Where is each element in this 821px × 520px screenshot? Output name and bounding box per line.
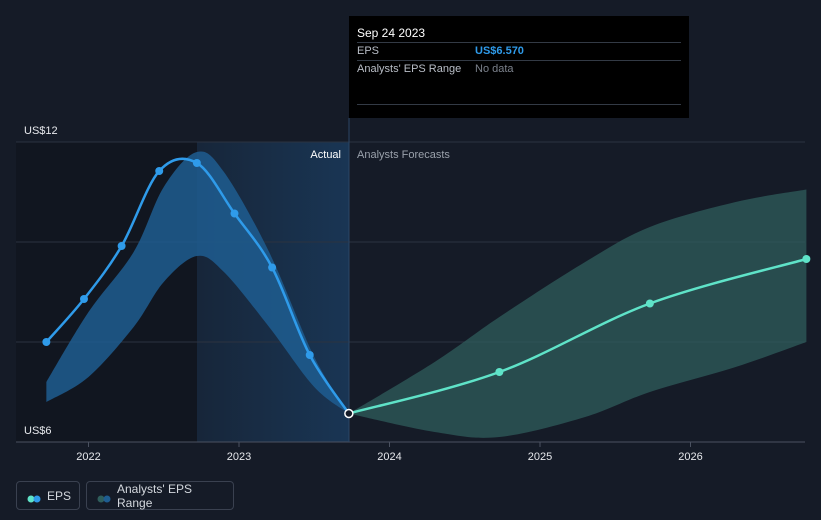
y-tick-label: US$6 bbox=[24, 425, 52, 437]
legend-eps[interactable]: EPS bbox=[16, 481, 80, 510]
x-axis-labels: 2022 2023 2024 2025 2026 bbox=[76, 442, 703, 463]
eps-swatch-icon bbox=[27, 492, 41, 502]
forecast-eps-point[interactable] bbox=[495, 368, 504, 376]
actual-label: Actual bbox=[310, 149, 341, 161]
y-tick-label: US$12 bbox=[24, 125, 58, 137]
forecast-eps-line bbox=[348, 257, 807, 415]
forecast-eps-point[interactable] bbox=[645, 299, 654, 308]
legend-eps-label: EPS bbox=[47, 488, 72, 503]
legend-range-label: Analysts' EPS Range bbox=[117, 481, 192, 510]
actual-eps-point[interactable] bbox=[305, 351, 314, 359]
tooltip: Sep 24 2023 EPS US$6.570 Analysts' EPS R… bbox=[349, 16, 689, 118]
x-tick-label: 2023 bbox=[227, 451, 251, 463]
actual-eps-point[interactable] bbox=[42, 338, 51, 346]
actual-range-band bbox=[46, 151, 349, 414]
x-tick-label: 2026 bbox=[678, 451, 702, 463]
x-tick-label: 2022 bbox=[76, 451, 100, 463]
tooltip-range-value: No data bbox=[475, 63, 514, 75]
y-axis-labels: US$12 US$6 bbox=[24, 125, 58, 437]
forecast-range-band bbox=[348, 189, 807, 438]
tooltip-eps-value: US$6.570 bbox=[475, 45, 524, 57]
actual-eps-point[interactable] bbox=[192, 159, 201, 167]
forecast-eps-point[interactable] bbox=[802, 255, 811, 263]
range-swatch-icon bbox=[97, 492, 111, 502]
tooltip-eps-row: EPS US$6.570 bbox=[357, 42, 681, 60]
actual-eps-point[interactable] bbox=[117, 242, 126, 250]
tooltip-date: Sep 24 2023 bbox=[357, 26, 426, 40]
forecast-label: Analysts Forecasts bbox=[357, 149, 450, 161]
tooltip-range-label: Analysts' EPS Range bbox=[357, 63, 462, 75]
x-tick-label: 2025 bbox=[528, 451, 552, 463]
legend-eps-range[interactable]: Analysts' EPS Range bbox=[86, 481, 234, 510]
current-eps-point[interactable] bbox=[344, 408, 354, 419]
actual-eps-point[interactable] bbox=[268, 263, 277, 272]
x-tick-label: 2024 bbox=[377, 451, 401, 463]
eps-points bbox=[42, 159, 811, 419]
actual-eps-point[interactable] bbox=[230, 209, 239, 218]
eps-range-bands bbox=[46, 151, 807, 438]
tooltip-range-row: Analysts' EPS Range No data bbox=[357, 60, 681, 78]
actual-eps-point[interactable] bbox=[155, 167, 164, 175]
tooltip-divider bbox=[357, 104, 681, 105]
tooltip-eps-label: EPS bbox=[357, 45, 380, 57]
actual-eps-point[interactable] bbox=[79, 295, 88, 303]
